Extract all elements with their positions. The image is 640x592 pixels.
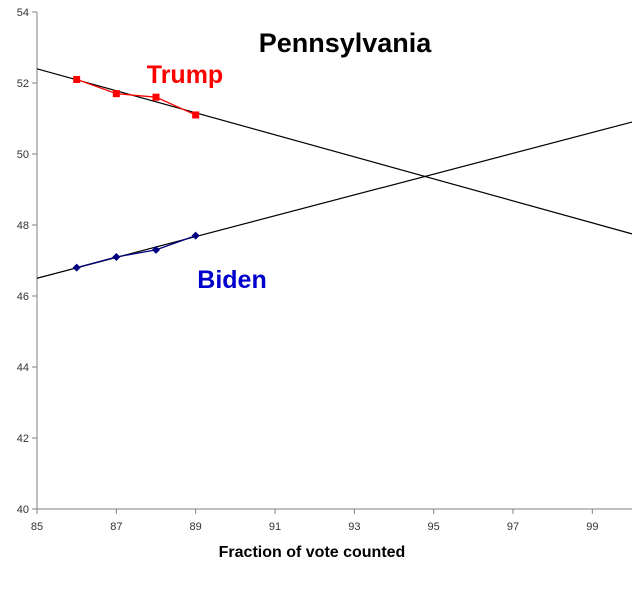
x-axis-ticks: 85 87 89 91 93 95 97 99 [31, 509, 598, 533]
data-point-biden [112, 252, 121, 261]
x-tick-label: 97 [507, 521, 519, 533]
y-tick-label: 40 [17, 504, 29, 516]
y-tick-label: 50 [17, 149, 29, 161]
data-point-trump [192, 111, 200, 119]
y-tick-label: 48 [17, 220, 29, 232]
data-line-trump [76, 78, 196, 116]
data-point-biden [191, 231, 200, 240]
series-label-trump: Trump [147, 61, 223, 89]
y-tick-label: 46 [17, 291, 29, 303]
x-tick-label: 87 [110, 521, 122, 533]
y-tick-label: 52 [17, 78, 29, 90]
y-tick-label: 42 [17, 433, 29, 445]
x-tick-label: 89 [190, 521, 202, 533]
data-lines [76, 78, 196, 269]
data-point-biden [72, 263, 81, 272]
x-tick-label: 93 [348, 521, 360, 533]
trendline-biden [36, 121, 633, 279]
data-point-trump [152, 93, 160, 101]
x-tick-label: 99 [586, 521, 598, 533]
data-point-trump [112, 90, 120, 98]
data-point-biden [152, 245, 160, 254]
data-line-biden [76, 235, 196, 269]
chart-title: Pennsylvania [259, 28, 433, 58]
x-axis-title: Fraction of vote counted [219, 544, 406, 561]
data-point-trump [73, 75, 81, 83]
y-axis-ticks: 40 42 44 46 48 50 52 54 [17, 7, 37, 516]
x-tick-label: 85 [31, 521, 43, 533]
trendline-trump [36, 68, 633, 235]
y-tick-label: 44 [17, 362, 29, 374]
x-tick-label: 91 [269, 521, 281, 533]
chart-axes [36, 12, 632, 510]
x-tick-label: 95 [428, 521, 440, 533]
y-tick-label: 54 [17, 7, 29, 19]
trendlines [36, 68, 633, 279]
series-label-biden: Biden [197, 266, 266, 294]
data-markers [72, 75, 200, 272]
